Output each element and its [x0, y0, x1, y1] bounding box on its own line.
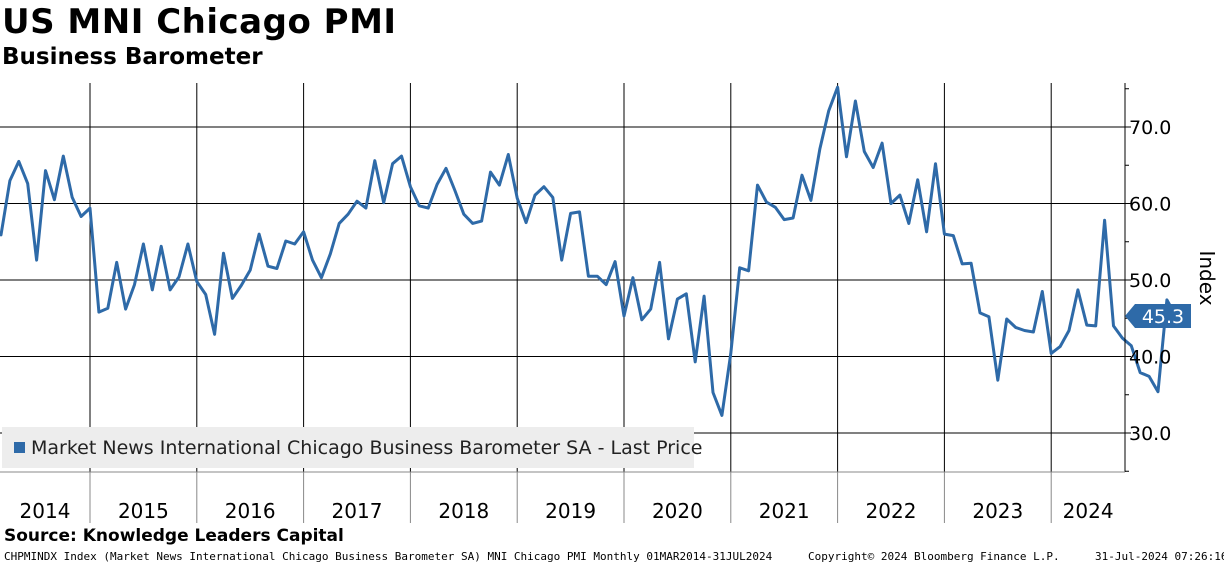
footer-date: 31-Jul-2024 07:26:16 — [1095, 550, 1224, 563]
last-value-label: 45.3 — [1142, 306, 1184, 328]
source-note: Source: Knowledge Leaders Capital — [4, 526, 344, 546]
footer-copyright: Copyright© 2024 Bloomberg Finance L.P. — [808, 550, 1060, 563]
x-tick-label: 2017 — [332, 499, 383, 523]
series-line — [0, 85, 1178, 417]
chart-title: US MNI Chicago PMI — [2, 2, 397, 42]
chart-subtitle: Business Barometer — [2, 44, 263, 70]
x-tick-label: 2016 — [225, 499, 276, 523]
x-tick-label: 2019 — [545, 499, 596, 523]
x-tick-label: 2014 — [20, 499, 71, 523]
y-tick-label: 60.0 — [1129, 194, 1171, 216]
x-tick-label: 2023 — [972, 499, 1023, 523]
x-tick-label: 2024 — [1063, 499, 1114, 523]
x-tick-label: 2015 — [118, 499, 169, 523]
x-tick-label: 2018 — [438, 499, 489, 523]
x-tick-label: 2022 — [866, 499, 917, 523]
x-axis: 2014 2015 2016 2017 2018 2019 2020 2021 2022 2023… — [0, 471, 1125, 523]
y-axis: 30.0 40.0 50.0 60.0 70.0 — [1124, 83, 1171, 472]
y-tick-label: 40.0 — [1129, 347, 1171, 369]
series-lines — [0, 85, 1178, 417]
x-tick-label: 2021 — [759, 499, 810, 523]
legend-swatch — [14, 442, 25, 453]
footer-description: CHPMINDX Index (Market News Internationa… — [4, 550, 773, 563]
y-tick-label: 50.0 — [1129, 270, 1171, 292]
legend: Market News International Chicago Busine… — [2, 427, 702, 468]
legend-label: Market News International Chicago Busine… — [31, 437, 703, 459]
vertical-gridlines — [89, 83, 1052, 472]
y-axis-label: Index — [1195, 250, 1219, 305]
y-tick-label: 70.0 — [1129, 117, 1171, 139]
horizontal-gridlines — [0, 126, 1125, 434]
last-value-marker: 45.3 — [1125, 303, 1191, 328]
y-tick-label: 30.0 — [1129, 423, 1171, 445]
x-tick-label: 2020 — [652, 499, 703, 523]
last-value-flag — [1125, 303, 1191, 328]
